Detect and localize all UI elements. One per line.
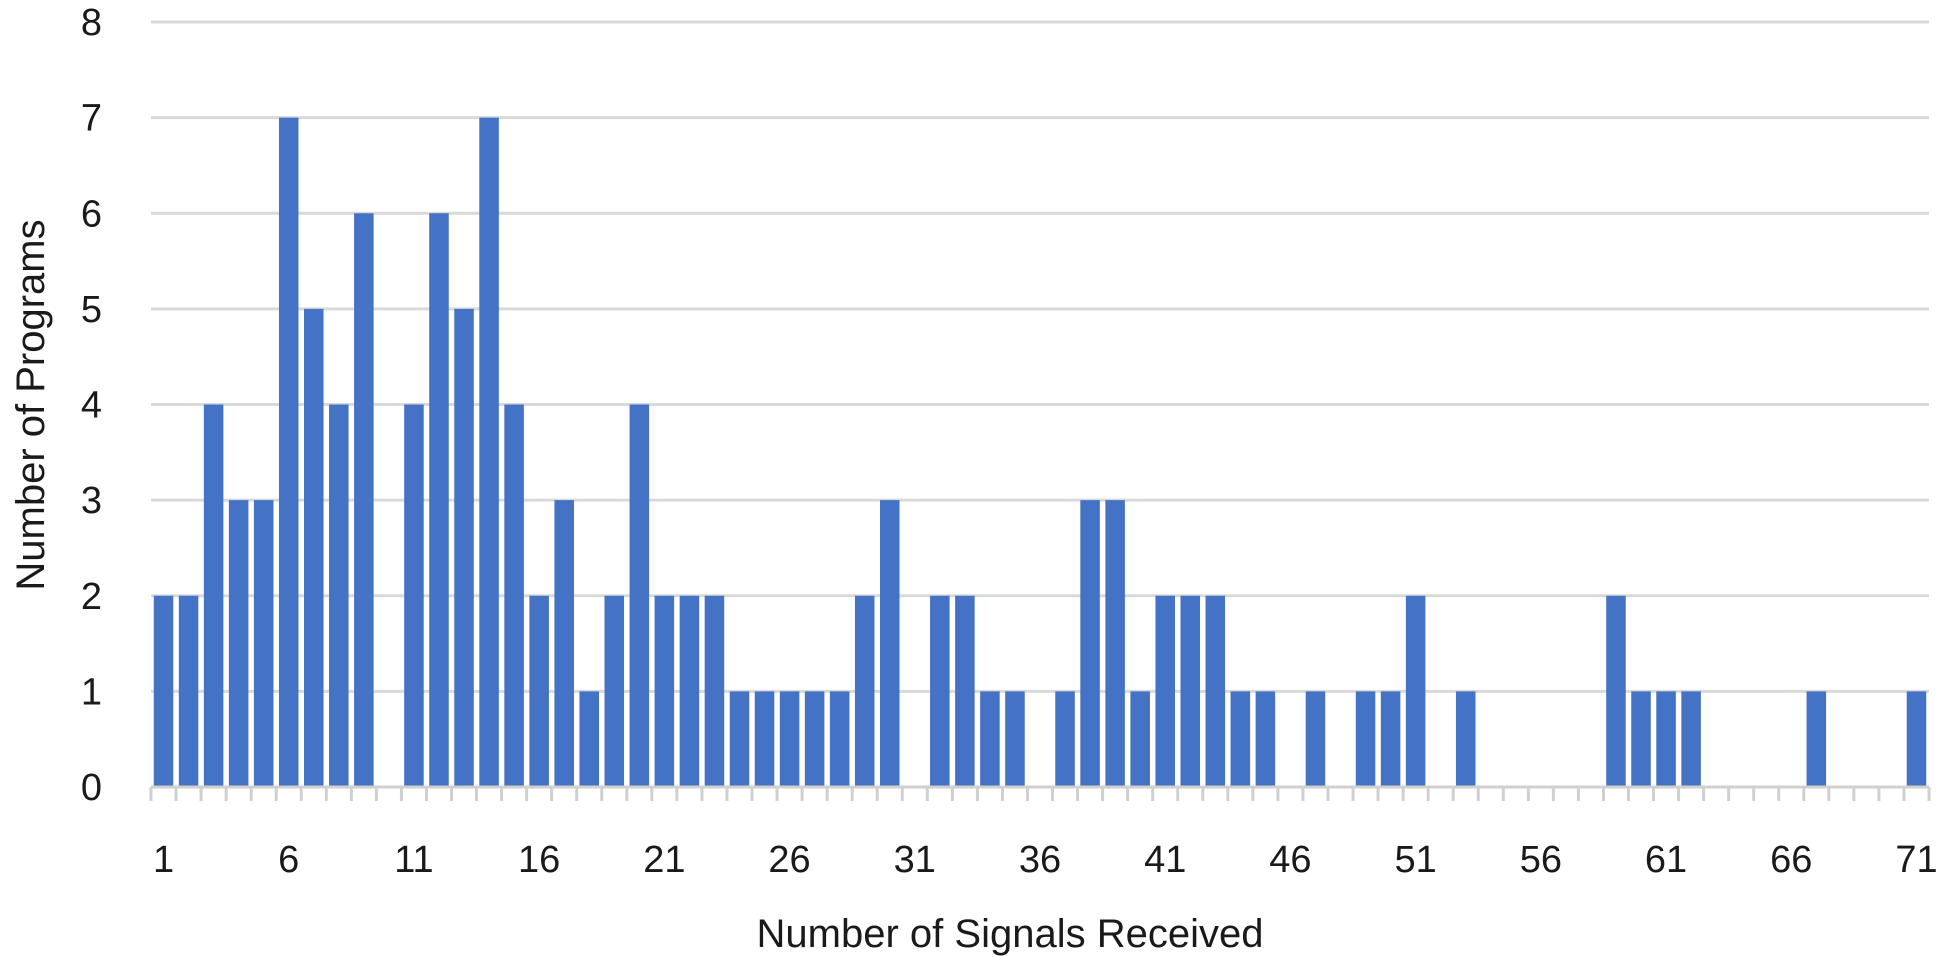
- bar-15: [504, 404, 524, 787]
- bar-18: [579, 691, 600, 787]
- x-tick-label: 26: [768, 839, 810, 881]
- bar-51: [1405, 595, 1426, 787]
- bar-32: [930, 595, 950, 787]
- bar-47: [1305, 691, 1326, 787]
- bar-8: [329, 404, 349, 787]
- y-tick-label: 8: [81, 2, 102, 44]
- bar-22: [679, 595, 700, 787]
- bar-16: [529, 595, 549, 787]
- x-axis-title: Number of Signals Received: [757, 912, 1264, 956]
- y-tick-label: 7: [81, 98, 102, 140]
- x-tick-label: 66: [1770, 839, 1812, 881]
- bar-35: [1005, 691, 1025, 787]
- bar-19: [604, 595, 625, 787]
- x-tick-labels: 1 6 11 16 21 26 31 36 41 46 51 56 61 66 71: [153, 839, 1938, 881]
- bar-41: [1155, 595, 1175, 787]
- x-tick-label: 46: [1269, 839, 1311, 881]
- bar-1: [153, 595, 174, 787]
- bar-33: [955, 595, 975, 787]
- y-tick-label: 5: [81, 289, 102, 331]
- bar-37: [1055, 691, 1075, 787]
- bar-3: [203, 404, 224, 787]
- y-tick-label: 1: [81, 671, 102, 713]
- bars: [153, 117, 1927, 787]
- bar-38: [1080, 500, 1100, 787]
- bar-44: [1230, 691, 1251, 787]
- y-tick-label: 3: [81, 480, 102, 522]
- x-tick-label: 11: [394, 839, 433, 881]
- x-tick-label: 36: [1019, 839, 1061, 881]
- bar-67: [1806, 691, 1827, 787]
- x-tick-label: 71: [1895, 839, 1937, 881]
- y-axis-title: Number of Programs: [9, 219, 53, 590]
- bar-40: [1130, 691, 1150, 787]
- bar-14: [479, 117, 499, 787]
- y-tick-label: 2: [81, 576, 102, 618]
- bar-50: [1380, 691, 1401, 787]
- x-tick-label: 56: [1520, 839, 1562, 881]
- bar-21: [654, 595, 675, 787]
- x-tick-label: 41: [1144, 839, 1186, 881]
- bar-6: [278, 117, 299, 787]
- bar-12: [429, 213, 449, 787]
- bar-4: [228, 500, 249, 787]
- x-tick-label: 1: [153, 839, 174, 881]
- bar-29: [854, 595, 875, 787]
- bar-7: [304, 308, 324, 787]
- bar-26: [779, 691, 800, 787]
- y-tick-label: 4: [81, 385, 102, 427]
- x-tick-label: 6: [278, 839, 299, 881]
- bar-61: [1656, 691, 1676, 787]
- bar-30: [879, 500, 900, 787]
- y-tick-label: 0: [81, 767, 102, 809]
- bar-25: [754, 691, 775, 787]
- x-tick-label: 61: [1645, 839, 1687, 881]
- bar-45: [1255, 691, 1276, 787]
- bar-17: [554, 500, 574, 787]
- bar-9: [354, 213, 374, 787]
- bar-59: [1606, 595, 1626, 787]
- bar-27: [804, 691, 825, 787]
- x-tick-label: 31: [894, 839, 936, 881]
- bar-5: [253, 500, 274, 787]
- bar-11: [404, 404, 424, 787]
- x-tick-label: 21: [643, 839, 685, 881]
- x-axis: [149, 785, 1931, 801]
- bar-24: [729, 691, 750, 787]
- bar-49: [1355, 691, 1376, 787]
- bar-2: [178, 595, 199, 787]
- bar-28: [829, 691, 850, 787]
- bar-13: [454, 308, 474, 787]
- bar-62: [1681, 691, 1701, 787]
- x-tick-label: 51: [1394, 839, 1436, 881]
- bar-43: [1205, 595, 1226, 787]
- y-axis: 0 1 2 3 4 5 6 7 8: [81, 2, 102, 809]
- bar-39: [1105, 500, 1125, 787]
- bar-23: [704, 595, 725, 787]
- bar-42: [1180, 595, 1201, 787]
- bar-53: [1455, 691, 1476, 787]
- y-tick-label: 6: [81, 193, 102, 235]
- x-tick-label: 16: [518, 839, 560, 881]
- bar-60: [1631, 691, 1651, 787]
- bar-20: [629, 404, 650, 787]
- bar-71: [1906, 691, 1927, 787]
- bar-34: [980, 691, 1000, 787]
